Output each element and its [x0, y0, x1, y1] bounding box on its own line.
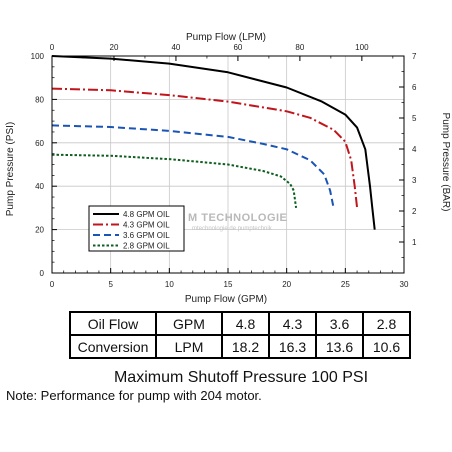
series-line-1 [51, 55, 376, 230]
x-tick-label: 20 [282, 280, 291, 289]
x-tick-label: 30 [400, 280, 409, 289]
legend-label: 3.6 GPM OIL [123, 231, 170, 240]
right-axis-title: Pump Pressure (BAR) [440, 113, 451, 212]
unit-cell: GPM [155, 311, 223, 336]
y-tick-label: 20 [35, 226, 44, 235]
value-cell: 13.6 [315, 334, 364, 359]
right-tick-label: 7 [412, 52, 417, 61]
value-cell: 16.3 [268, 334, 317, 359]
value-cell: 3.6 [315, 311, 364, 336]
series-line-2 [51, 87, 359, 209]
legend-label: 2.8 GPM OIL [123, 242, 170, 251]
top-axis-title: Pump Flow (LPM) [186, 32, 266, 43]
y-tick-label: 80 [35, 95, 44, 104]
conversion-table: Oil Flow GPM 4.8 4.3 3.6 2.8 Conversion … [69, 311, 411, 359]
table-row: Oil Flow GPM 4.8 4.3 3.6 2.8 [69, 311, 411, 336]
left-axis-title: Pump Pressure (PSI) [5, 122, 16, 216]
value-cell: 4.3 [268, 311, 317, 336]
series-line-4 [51, 153, 298, 209]
right-tick-label: 6 [412, 83, 417, 92]
top-tick-label: 100 [355, 43, 369, 52]
row-label: Oil Flow [69, 311, 157, 336]
table-row: Conversion LPM 18.2 16.3 13.6 10.6 [69, 334, 411, 359]
x-tick-label: 10 [165, 280, 174, 289]
top-tick-label: 40 [171, 43, 180, 52]
watermark-text: M TECHNOLOGIE [188, 212, 288, 224]
series-layer [51, 55, 376, 230]
right-tick-label: 3 [412, 176, 417, 185]
series-line-3 [51, 124, 335, 209]
plot-frame [51, 55, 405, 274]
right-tick-label: 5 [412, 114, 417, 123]
row-label: Conversion [69, 334, 157, 359]
footnote: Note: Performance for pump with 204 moto… [6, 388, 262, 403]
x-tick-label: 25 [341, 280, 350, 289]
right-tick-label: 2 [412, 207, 417, 216]
legend-label: 4.8 GPM OIL [123, 210, 170, 219]
watermark-subtext: mtechnologie.de pumptechnik [192, 226, 272, 232]
right-tick-label: 4 [412, 145, 417, 154]
y-tick-label: 0 [40, 269, 45, 278]
top-tick-label: 60 [233, 43, 242, 52]
x-tick-label: 0 [50, 280, 55, 289]
pump-performance-chart: Pump Flow (LPM) Pump Flow (GPM) Pump Pre… [5, 32, 451, 305]
shutoff-pressure-caption: Maximum Shutoff Pressure 100 PSI [113, 369, 369, 386]
right-tick-label: 1 [412, 238, 417, 247]
y-tick-label: 60 [35, 139, 44, 148]
value-cell: 2.8 [362, 311, 411, 336]
top-tick-label: 20 [110, 43, 119, 52]
value-cell: 10.6 [362, 334, 411, 359]
top-tick-label: 0 [50, 43, 55, 52]
value-cell: 18.2 [221, 334, 270, 359]
bottom-axis-title: Pump Flow (GPM) [185, 294, 267, 305]
x-tick-label: 15 [224, 280, 233, 289]
unit-cell: LPM [155, 334, 223, 359]
y-tick-label: 40 [35, 182, 44, 191]
y-tick-label: 100 [31, 52, 45, 61]
value-cell: 4.8 [221, 311, 270, 336]
top-tick-label: 80 [295, 43, 304, 52]
legend-label: 4.3 GPM OIL [123, 221, 170, 230]
legend-box [88, 205, 185, 252]
x-tick-label: 5 [108, 280, 113, 289]
ticks-layer: 0 5 10 15 20 25 30 0 20 40 60 80 100 0 20 40 60 80 100 1 2 3 4… [31, 43, 417, 289]
